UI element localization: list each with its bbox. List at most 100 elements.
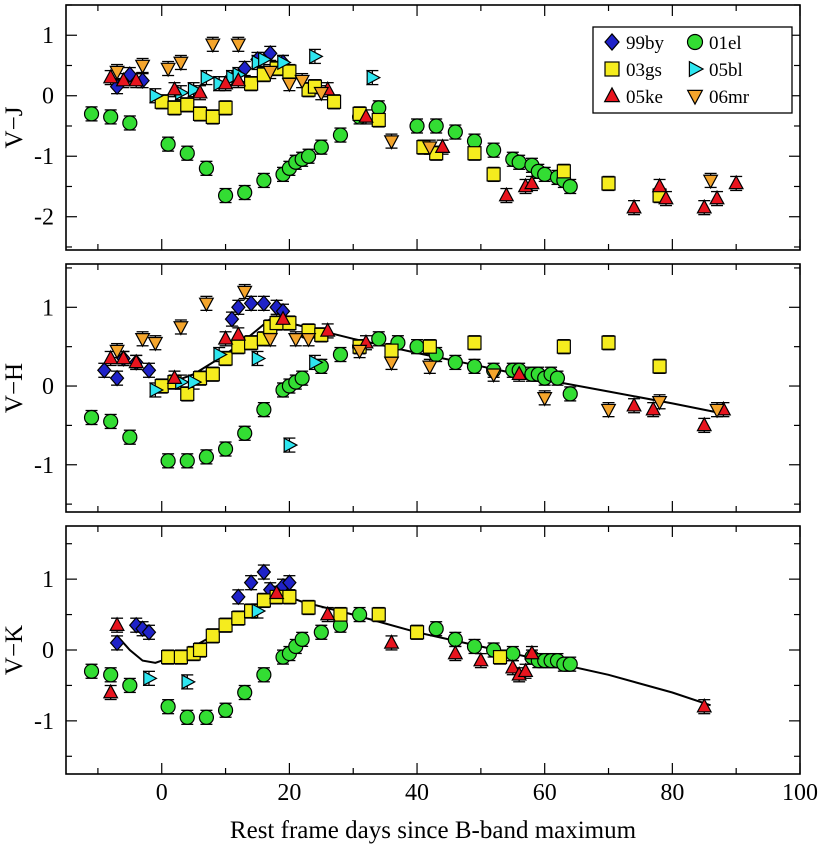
point-03gs [205, 109, 220, 125]
point-05ke [166, 80, 183, 96]
legend-label-03gs: 03gs [626, 60, 662, 81]
point-03gs [192, 642, 208, 658]
point-01el [122, 115, 138, 131]
point-05ke [728, 174, 745, 190]
point-05ke [709, 189, 725, 205]
point-05ke [383, 634, 400, 649]
point-05ke [102, 683, 119, 699]
point-01el [447, 124, 463, 140]
point-03gs [409, 625, 425, 640]
point-05ke [511, 365, 527, 381]
x-tick-label: 60 [533, 780, 557, 806]
point-01el [352, 606, 368, 623]
panel-1: 1 0 -1 -2 V−J 99by 01el 03gs 05bl 05ke 06mr [1, 4, 801, 251]
point-99by [231, 588, 246, 606]
legend-marker-03gs [604, 61, 620, 77]
y-tick-label: 1 [42, 23, 54, 49]
point-01el [313, 624, 329, 640]
point-99by [109, 634, 125, 652]
point-06mr [281, 77, 298, 93]
point-05bl [143, 670, 158, 687]
plot-frame [65, 263, 801, 513]
point-01el [537, 166, 553, 182]
point-03gs [192, 106, 208, 121]
point-05ke [268, 584, 285, 600]
x-tick-label: 20 [277, 780, 301, 806]
point-06mr [651, 395, 668, 411]
point-06mr [294, 74, 310, 90]
point-01el [313, 139, 329, 155]
point-05ke [102, 349, 119, 365]
point-05ke [626, 396, 642, 412]
point-03gs [422, 339, 437, 354]
legend-label-99by: 99by [626, 33, 665, 54]
point-05ke [645, 400, 662, 416]
point-06mr [204, 38, 221, 54]
y-tick-label: 0 [42, 374, 54, 400]
point-01el [237, 425, 253, 441]
point-01el [160, 453, 176, 469]
point-05ke [626, 198, 642, 214]
point-03gs [231, 611, 246, 626]
y-tick-label: 0 [42, 84, 54, 110]
legend: 99by 01el 03gs 05bl 05ke 06mr [592, 26, 793, 114]
y-axis-label: V−K [1, 625, 28, 675]
point-03gs [486, 167, 501, 182]
point-01el [294, 631, 310, 647]
y-tick-label: -1 [34, 453, 54, 479]
point-03gs [371, 607, 386, 622]
y-tick-label: -1 [34, 144, 54, 170]
point-01el [371, 100, 387, 116]
point-01el [122, 429, 138, 445]
point-05bl [213, 346, 228, 363]
point-06mr [485, 368, 502, 383]
point-05bl [277, 54, 292, 71]
point-99by [141, 623, 157, 641]
point-06mr [173, 321, 189, 336]
point-06mr [198, 297, 215, 313]
point-01el [179, 709, 195, 725]
point-06mr [230, 38, 247, 54]
point-99by [224, 310, 240, 328]
y-tick-label: 1 [42, 295, 54, 321]
point-05bl [251, 350, 267, 367]
point-05ke [275, 310, 291, 325]
y-tick-label: 1 [42, 567, 54, 593]
point-05ke [498, 186, 515, 202]
point-06mr [383, 135, 400, 150]
point-01el [103, 109, 119, 125]
plot-frame [65, 4, 801, 251]
point-01el [237, 184, 253, 201]
point-01el [562, 386, 578, 402]
point-05ke [192, 83, 208, 99]
point-06mr [287, 332, 304, 348]
point-06mr [262, 65, 279, 81]
point-05ke [517, 662, 534, 678]
panel-3: 1 0 -1 0 20 40 60 80 100 V−K [1, 525, 818, 806]
point-06mr [262, 332, 279, 348]
point-99by [243, 574, 259, 592]
point-06mr [160, 62, 176, 78]
point-99by [109, 369, 125, 387]
point-05ke [358, 108, 374, 123]
point-03gs [282, 589, 297, 604]
point-01el [83, 663, 100, 679]
point-01el [409, 118, 425, 134]
point-05ke [524, 174, 540, 190]
y-tick-label: -1 [34, 709, 54, 735]
point-03gs [180, 386, 195, 402]
point-05ke [696, 697, 713, 713]
point-01el [256, 172, 272, 189]
point-06mr [351, 344, 368, 360]
point-01el [466, 358, 483, 374]
point-03gs [218, 100, 233, 115]
point-01el [447, 631, 463, 647]
point-99by [243, 294, 259, 312]
fit-curve [161, 318, 724, 415]
point-03gs [467, 335, 482, 350]
point-06mr [300, 332, 317, 348]
point-06mr [173, 56, 189, 72]
point-05bl [251, 603, 267, 619]
point-06mr [421, 141, 438, 156]
point-01el [511, 154, 527, 170]
